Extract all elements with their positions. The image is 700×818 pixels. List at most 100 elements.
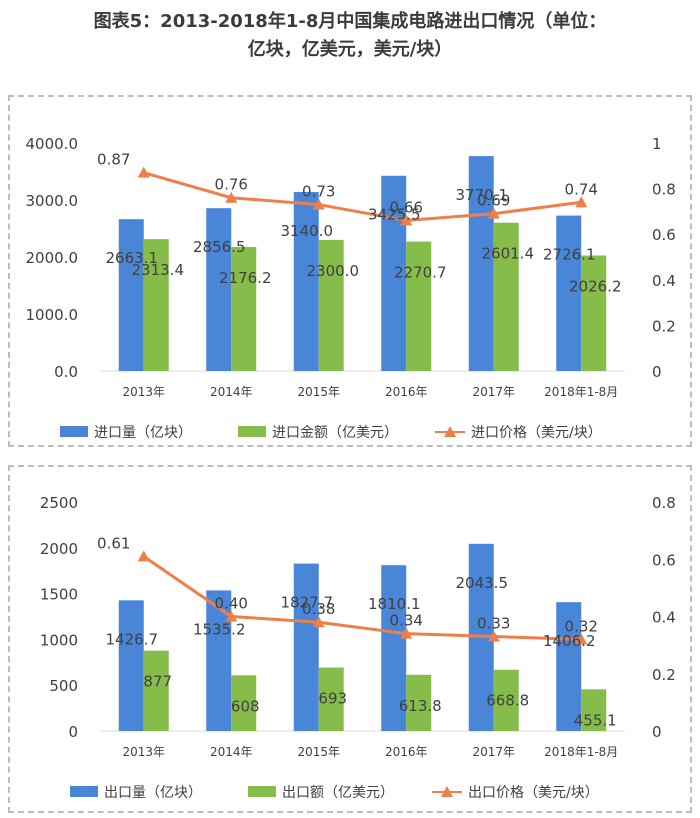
y-axis-left-tick-label: 1000 — [40, 631, 78, 649]
bar-series-1 — [206, 208, 232, 371]
bar-series-2 — [406, 674, 432, 731]
data-label-series-3: 0.61 — [97, 534, 130, 552]
data-label-series-3: 0.38 — [302, 600, 335, 618]
data-label-series-3: 0.74 — [565, 180, 598, 198]
y-axis-right-tick-label: 0.8 — [652, 181, 676, 199]
legend-item-series-2-swatch — [248, 786, 276, 797]
bar-series-1 — [381, 565, 407, 731]
bar-series-1 — [293, 192, 319, 371]
bar-series-2 — [231, 246, 257, 371]
bar-series-2 — [581, 689, 607, 731]
data-label-series-1: 2043.5 — [456, 574, 509, 592]
x-axis-tick-label: 2014年 — [210, 385, 253, 399]
line-point-marker — [487, 630, 500, 642]
data-label-series-2: 2601.4 — [482, 245, 535, 263]
bar-series-2 — [581, 255, 607, 371]
y-axis-left-tick-label: 0 — [68, 723, 78, 741]
import-chart-panel — [8, 95, 692, 447]
y-axis-left-tick-label: 2000 — [40, 540, 78, 558]
y-axis-left-tick-label: 3000.0 — [26, 192, 79, 210]
line-point-marker — [400, 627, 413, 639]
line-series-3 — [143, 171, 582, 223]
y-axis-left-tick-label: 2500 — [40, 494, 78, 512]
line-point-marker — [312, 616, 325, 628]
legend-item-series-3: 出口价格（美元/块） — [468, 785, 599, 801]
y-axis-left-tick-label: 1000.0 — [26, 306, 79, 324]
data-label-series-2: 613.8 — [399, 697, 442, 715]
x-axis-tick-label: 2013年 — [122, 385, 165, 399]
bar-series-1 — [556, 215, 582, 371]
line-point-marker — [137, 166, 150, 178]
legend-item-series-2-swatch — [238, 426, 266, 437]
data-label-series-2: 2176.2 — [219, 269, 272, 287]
legend-item-series-1-swatch — [60, 426, 88, 437]
y-axis-right-tick-label: 0.4 — [652, 609, 676, 627]
y-axis-right-tick-label: 0.6 — [652, 551, 676, 569]
bar-series-2 — [318, 239, 344, 371]
chart-title-line-1: 图表5：2013-2018年1-8月中国集成电路进出口情况（单位： — [93, 11, 607, 32]
bar-series-1 — [381, 175, 407, 371]
y-axis-right-tick-label: 0.2 — [652, 666, 676, 684]
data-label-series-3: 0.34 — [390, 612, 423, 630]
bar-series-1 — [118, 600, 144, 731]
data-label-series-1: 3770.1 — [456, 186, 509, 204]
legend-item-series-1-swatch — [70, 786, 98, 797]
y-axis-right-tick-label: 0 — [652, 723, 662, 741]
data-label-series-1: 1426.7 — [106, 630, 159, 648]
data-label-series-3: 0.87 — [97, 151, 130, 169]
x-axis-tick-label: 2013年 — [122, 745, 165, 759]
data-label-series-3: 0.40 — [215, 595, 248, 613]
import-chart: 0.0 1000.0 2000.0 3000.0 4000.0 0 0.2 0.4 0.6 0.8… — [26, 135, 676, 441]
legend-item-series-2: 进口金额（亿美元） — [272, 425, 398, 441]
y-axis-right-tick-label: 0.2 — [652, 317, 676, 335]
data-label-series-3: 0.76 — [215, 176, 248, 194]
chart-title-line-2: 亿块，亿美元，美元/块） — [247, 39, 453, 60]
legend-item-series-3-marker — [444, 426, 456, 437]
y-axis-right-tick-label: 1 — [652, 135, 662, 153]
bar-series-2 — [406, 241, 432, 371]
y-axis-right-tick-label: 0 — [652, 363, 662, 381]
data-label-series-2: 455.1 — [574, 711, 617, 729]
y-axis-right-tick-label: 0.6 — [652, 226, 676, 244]
legend-item-series-1: 出口量（亿块） — [104, 785, 202, 801]
legend-item-series-1: 进口量（亿块） — [94, 425, 192, 441]
x-axis-tick-label: 2017年 — [472, 385, 515, 399]
legend-item-series-3: 进口价格（美元/块） — [471, 425, 602, 441]
export-chart: 0 500 1000 1500 2000 2500 0 0.2 0.4 0.6 0.8 2013年 20… — [40, 494, 676, 801]
data-label-series-2: 2300.0 — [307, 262, 360, 280]
data-label-series-3: 0.32 — [565, 617, 598, 635]
line-point-marker — [575, 633, 588, 645]
data-label-series-1: 1406.2 — [543, 632, 596, 650]
data-label-series-2: 2270.7 — [394, 264, 447, 282]
data-label-series-1: 1535.2 — [193, 620, 246, 638]
bar-series-1 — [293, 563, 319, 731]
bar-series-2 — [493, 222, 519, 371]
y-axis-left-tick-label: 1500 — [40, 586, 78, 604]
y-axis-left-tick-label: 0.0 — [54, 363, 78, 381]
y-axis-left-tick-label: 4000.0 — [26, 135, 79, 153]
y-axis-left-tick-label: 500 — [49, 677, 78, 695]
bar-series-2 — [318, 667, 344, 731]
data-label-series-2: 693 — [318, 690, 347, 708]
legend-item-series-3-marker — [441, 786, 453, 797]
legend-item-series-2: 出口额（亿美元） — [282, 785, 394, 801]
bar-series-1 — [468, 156, 494, 371]
bar-series-2 — [143, 239, 169, 371]
line-point-marker — [225, 610, 238, 622]
x-axis-tick-label: 2016年 — [385, 745, 428, 759]
x-axis-tick-label: 2017年 — [472, 745, 515, 759]
data-label-series-3: 0.33 — [477, 615, 510, 633]
data-label-series-2: 2313.4 — [132, 261, 185, 279]
data-label-series-1: 2726.1 — [543, 246, 596, 264]
line-point-marker — [137, 550, 150, 562]
data-label-series-2: 608 — [231, 697, 260, 715]
data-label-series-1: 2663.1 — [106, 249, 159, 267]
bar-series-1 — [556, 602, 582, 731]
x-axis-tick-label: 2016年 — [385, 385, 428, 399]
export-chart-panel — [8, 465, 692, 813]
data-label-series-1: 2856.5 — [193, 238, 246, 256]
line-series-3 — [142, 555, 582, 641]
y-axis-right-tick-label: 0.4 — [652, 272, 676, 290]
data-label-series-3: 0.73 — [302, 183, 335, 201]
